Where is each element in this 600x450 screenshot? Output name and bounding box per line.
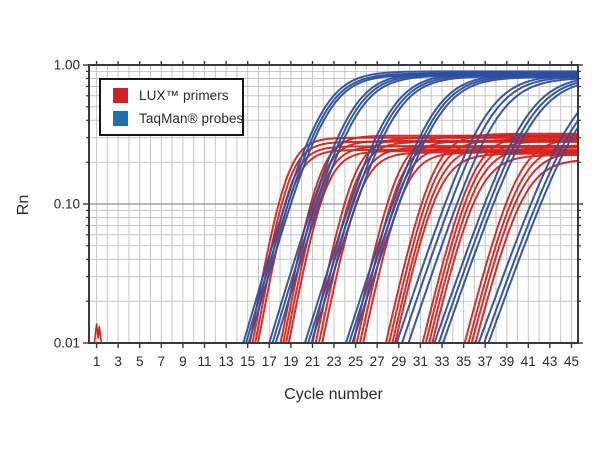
x-tick-label: 1	[93, 354, 101, 369]
legend: LUX™ primers TaqMan® probes	[99, 78, 244, 136]
baseline-anomaly-spike	[93, 323, 103, 344]
lux-primers-swatch-icon	[113, 88, 128, 103]
amplification-curve	[474, 159, 579, 344]
x-tick-label: 29	[391, 354, 406, 369]
amplification-curve	[477, 111, 579, 344]
amplification-curve	[428, 146, 579, 344]
amplification-curve	[424, 139, 579, 344]
y-axis-title: Rn	[15, 194, 32, 216]
legend-label-taqman-probes: TaqMan® probes	[139, 111, 244, 126]
x-axis-title: Cycle number	[284, 386, 383, 403]
x-tick-label: 35	[456, 354, 471, 369]
amplification-curve	[351, 76, 579, 344]
legend-label-lux-primers: LUX™ primers	[139, 88, 229, 103]
taqman-probe-curves	[242, 70, 579, 344]
x-tick-label: 33	[434, 354, 449, 369]
x-tick-label: 45	[564, 354, 579, 369]
amplification-curve	[467, 144, 579, 344]
x-tick-label: 5	[136, 354, 144, 369]
x-tick-label: 39	[499, 354, 514, 369]
y-tick-label: 0.10	[54, 197, 80, 212]
x-tick-label: 15	[240, 354, 255, 369]
x-tick-label: 3	[114, 354, 122, 369]
amplification-curve	[437, 81, 579, 344]
x-tick-label: 23	[326, 354, 341, 369]
x-tick-label: 17	[262, 354, 277, 369]
axis-ticks	[83, 61, 583, 348]
amplification-curve	[401, 76, 579, 344]
amplification-curve	[483, 119, 579, 344]
amplification-curve	[433, 79, 579, 344]
y-tick-label: 0.01	[54, 336, 80, 351]
amplification-curve	[487, 126, 579, 344]
amplification-curve	[348, 74, 579, 344]
x-tick-label: 27	[370, 354, 385, 369]
amplification-curve	[384, 132, 579, 344]
amplification-curve	[421, 134, 579, 344]
x-tick-label: 19	[283, 354, 298, 369]
amplification-curve	[242, 70, 579, 344]
legend-item-lux-primers: LUX™ primers	[113, 88, 232, 103]
tick-labels: 1 3 5 7 9 11 13 15 17 19 21 23 25 27 29 31 33 35 37 39 41 43 4…	[54, 58, 579, 370]
amplification-curve	[344, 73, 579, 344]
x-tick-label: 41	[521, 354, 536, 369]
x-tick-label: 21	[305, 354, 320, 369]
amplification-curve	[394, 152, 579, 344]
legend-item-taqman-probes: TaqMan® probes	[113, 111, 243, 126]
x-tick-label: 13	[219, 354, 234, 369]
taqman-probes-swatch-icon	[113, 111, 128, 126]
x-tick-label: 7	[158, 354, 166, 369]
x-tick-label: 25	[348, 354, 363, 369]
x-tick-label: 37	[478, 354, 493, 369]
x-tick-label: 43	[542, 354, 557, 369]
x-tick-label: 11	[197, 354, 211, 369]
x-tick-label: 31	[413, 354, 428, 369]
amplification-curve	[470, 151, 579, 344]
x-tick-label: 9	[179, 354, 187, 369]
amplification-curve	[442, 84, 579, 344]
amplification-curve	[395, 74, 579, 344]
y-tick-label: 1.00	[54, 58, 80, 73]
amplification-curve	[407, 77, 579, 344]
